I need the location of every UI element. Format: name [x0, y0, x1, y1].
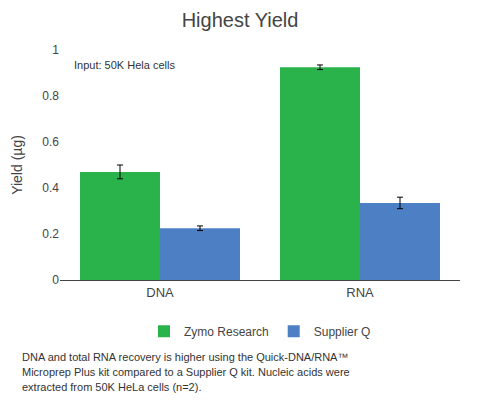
svg-text:Input: 50K Hela cells: Input: 50K Hela cells [74, 59, 175, 71]
svg-text:RNA: RNA [346, 285, 374, 300]
svg-text:0.8: 0.8 [42, 89, 59, 103]
svg-text:0.2: 0.2 [42, 227, 59, 241]
svg-text:1: 1 [52, 43, 59, 57]
svg-text:0.6: 0.6 [42, 135, 59, 149]
svg-text:extracted from 50K HeLa cells: extracted from 50K HeLa cells (n=2). [22, 381, 201, 393]
svg-text:0.4: 0.4 [42, 181, 59, 195]
svg-text:Microprep Plus kit compared to: Microprep Plus kit compared to a Supplie… [22, 366, 350, 378]
svg-text:DNA and total RNA recovery is: DNA and total RNA recovery is higher usi… [22, 351, 348, 363]
svg-text:Supplier Q: Supplier Q [314, 325, 371, 339]
svg-text:0: 0 [52, 273, 59, 287]
svg-text:DNA: DNA [146, 285, 174, 300]
svg-text:Yield (µg): Yield (µg) [9, 135, 25, 195]
svg-text:Zymo Research: Zymo Research [184, 325, 269, 339]
svg-text:Highest Yield: Highest Yield [182, 9, 299, 31]
